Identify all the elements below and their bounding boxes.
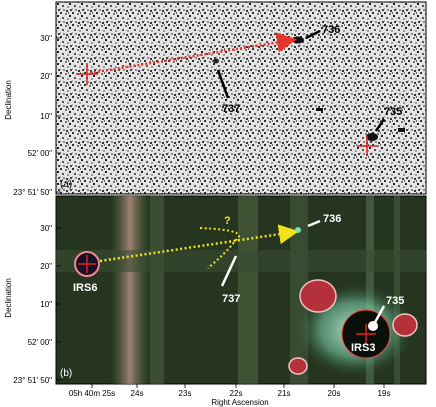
proper-motion-arrow-b [99, 224, 299, 263]
irs3-cross-a [357, 136, 377, 156]
y-axis-title-a: Declination [4, 80, 13, 120]
x-axis-title: Right Ascension [211, 398, 268, 407]
ytick-b-4: 23° 51' 50" [13, 376, 52, 385]
ytick-a-3: 52' 00" [28, 149, 53, 158]
label-735-b: 735 [386, 295, 404, 307]
label-735-a: 735 [384, 106, 402, 118]
xtick-5: 20s [328, 389, 341, 398]
source-737-blob [213, 58, 219, 64]
pointer-736-b [307, 219, 321, 228]
ytick-a-2: 10" [40, 112, 52, 121]
ytick-a-4: 23° 51' 50" [13, 188, 52, 197]
xtick-0: 05h 40m 25s [69, 389, 115, 398]
red-blob-lower [288, 357, 308, 375]
panel-a: 736 737 735 (a) 30" 20" 10" 52' 00" 23° … [4, 1, 427, 197]
pointer-735-a [374, 118, 386, 132]
pointer-737-a [216, 69, 230, 99]
source-blob-right [398, 128, 405, 132]
irs6-cross-a [76, 63, 98, 85]
ytick-a-1: 20" [40, 72, 52, 81]
label-irs3: IRS3 [351, 342, 375, 354]
curved-path-737 [199, 227, 240, 269]
panel-tag-b: (b) [60, 368, 72, 379]
label-irs6: IRS6 [73, 282, 97, 294]
label-737-a: 737 [222, 103, 240, 115]
xtick-6: 19s [378, 389, 391, 398]
source-736-b [295, 227, 301, 233]
irs6-cross-b [78, 255, 96, 273]
question-mark: ? [224, 215, 231, 227]
source-736-blob [292, 36, 304, 44]
source-blob-small [316, 108, 323, 111]
source-735-blob [366, 133, 378, 141]
panel-a-image [55, 1, 427, 195]
irs3-cross-b [356, 324, 376, 344]
label-737-b: 737 [222, 293, 240, 305]
pointer-736-a [305, 29, 321, 40]
red-blob-right [392, 313, 418, 337]
ytick-b-3: 52' 00" [28, 338, 53, 347]
panel-tag-a: (a) [60, 179, 72, 190]
pointer-735-b [371, 305, 386, 327]
ytick-b-2: 10" [40, 300, 52, 309]
xtick-2: 23s [179, 389, 192, 398]
xtick-1: 24s [131, 389, 144, 398]
ytick-a-0: 30" [40, 34, 52, 43]
label-736-a: 736 [322, 24, 340, 36]
label-736-b: 736 [323, 213, 341, 225]
ytick-b-0: 30" [40, 224, 52, 233]
panel-b: ? 736 737 735 IRS6 IRS3 (b) 30" 20" 10" … [4, 195, 427, 407]
red-blob-upper [299, 279, 337, 313]
ytick-b-1: 20" [40, 262, 52, 271]
y-axis-title-b: Declination [4, 278, 13, 318]
xtick-3: 22s [230, 389, 243, 398]
pointer-737-b [220, 255, 238, 287]
xtick-4: 21s [278, 389, 291, 398]
